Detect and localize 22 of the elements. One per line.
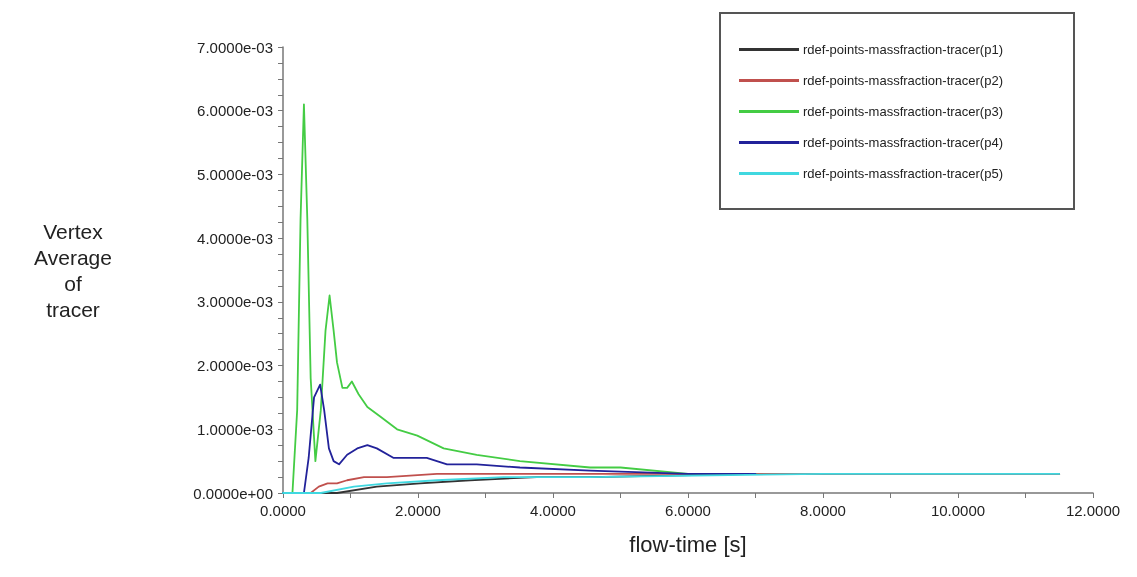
legend-label: rdef-points-massfraction-tracer(p3) [802, 103, 1003, 119]
y-tick-label: 4.0000e-03 [197, 229, 273, 247]
y-tick-label: 6.0000e-03 [197, 102, 273, 120]
legend-label: rdef-points-massfraction-tracer(p4) [802, 134, 1003, 150]
legend-label: rdef-points-massfraction-tracer(p5) [802, 165, 1003, 181]
x-tick-label: 6.0000 [665, 502, 711, 519]
x-tick-label: 12.0000 [1065, 502, 1121, 519]
y-tick-label: 7.0000e-03 [197, 38, 273, 56]
y-tick-label: 5.0000e-03 [197, 165, 273, 183]
legend-label: rdef-points-massfraction-tracer(p1) [802, 41, 1003, 57]
x-axis-title: flow-time [s] [629, 531, 747, 557]
y-tick-label: 1.0000e-03 [197, 420, 273, 438]
x-tick-label: 0.0000 [260, 502, 306, 519]
x-tick-label: 2.0000 [395, 502, 441, 519]
y-axis-title: Vertex Average of tracer [34, 219, 112, 321]
y-tick-label: 2.0000e-03 [197, 357, 273, 375]
y-tick-label: 3.0000e-03 [197, 293, 273, 311]
legend-label: rdef-points-massfraction-tracer(p2) [802, 72, 1003, 88]
x-tick-label: 10.0000 [930, 502, 986, 519]
x-tick-label: 4.0000 [530, 502, 576, 519]
y-tick-label: 0.0000e+00 [193, 484, 273, 502]
x-tick-label: 8.0000 [800, 502, 846, 519]
